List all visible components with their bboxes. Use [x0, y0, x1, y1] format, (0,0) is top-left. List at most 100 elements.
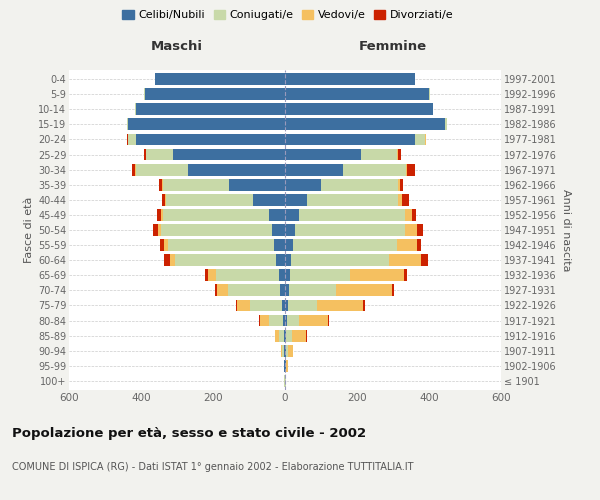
Bar: [285, 239, 293, 251]
Legend: Celibi/Nubili, Coniugati/e, Vedovi/e, Divorziati/e: Celibi/Nubili, Coniugati/e, Vedovi/e, Di…: [118, 6, 458, 25]
Bar: [132, 164, 135, 175]
Bar: [136, 164, 188, 175]
Bar: [421, 254, 428, 266]
Bar: [299, 314, 328, 326]
Bar: [285, 88, 429, 100]
Bar: [168, 239, 274, 251]
Bar: [287, 314, 299, 326]
Bar: [288, 345, 293, 356]
Bar: [282, 300, 285, 312]
Bar: [292, 254, 389, 266]
Bar: [275, 330, 278, 342]
Bar: [285, 270, 290, 281]
Bar: [328, 314, 329, 326]
Bar: [417, 239, 421, 251]
Bar: [336, 284, 392, 296]
Bar: [159, 179, 162, 190]
Bar: [205, 270, 208, 281]
Bar: [281, 345, 283, 356]
Bar: [295, 224, 405, 236]
Bar: [288, 300, 317, 312]
Bar: [136, 104, 285, 115]
Bar: [397, 148, 398, 160]
Bar: [155, 73, 285, 85]
Bar: [412, 209, 416, 221]
Bar: [160, 239, 164, 251]
Bar: [164, 239, 168, 251]
Bar: [407, 164, 415, 175]
Bar: [152, 224, 158, 236]
Bar: [164, 254, 170, 266]
Bar: [285, 104, 433, 115]
Bar: [389, 254, 421, 266]
Bar: [285, 284, 289, 296]
Bar: [283, 345, 284, 356]
Bar: [127, 134, 128, 145]
Bar: [398, 194, 402, 205]
Bar: [158, 224, 161, 236]
Bar: [215, 284, 217, 296]
Bar: [269, 209, 285, 221]
Bar: [260, 314, 269, 326]
Bar: [228, 284, 280, 296]
Bar: [286, 330, 292, 342]
Bar: [188, 164, 285, 175]
Bar: [285, 314, 287, 326]
Bar: [285, 330, 286, 342]
Bar: [350, 270, 404, 281]
Text: Popolazione per età, sesso e stato civile - 2002: Popolazione per età, sesso e stato civil…: [12, 428, 366, 440]
Bar: [445, 118, 447, 130]
Bar: [274, 239, 285, 251]
Bar: [285, 118, 445, 130]
Bar: [136, 134, 285, 145]
Bar: [135, 104, 136, 115]
Text: Femmine: Femmine: [359, 40, 427, 52]
Bar: [236, 300, 237, 312]
Bar: [272, 224, 285, 236]
Bar: [285, 194, 307, 205]
Bar: [253, 194, 285, 205]
Bar: [127, 118, 128, 130]
Text: Maschi: Maschi: [151, 40, 203, 52]
Bar: [229, 179, 285, 190]
Bar: [406, 164, 407, 175]
Bar: [237, 300, 250, 312]
Bar: [285, 148, 361, 160]
Bar: [161, 224, 272, 236]
Bar: [146, 148, 173, 160]
Bar: [208, 270, 215, 281]
Bar: [166, 194, 253, 205]
Bar: [161, 209, 163, 221]
Y-axis label: Anni di nascita: Anni di nascita: [561, 188, 571, 271]
Bar: [321, 179, 398, 190]
Bar: [405, 209, 412, 221]
Bar: [392, 284, 394, 296]
Bar: [170, 254, 175, 266]
Bar: [276, 254, 285, 266]
Bar: [292, 330, 306, 342]
Bar: [289, 284, 336, 296]
Bar: [293, 239, 397, 251]
Y-axis label: Fasce di età: Fasce di età: [23, 197, 34, 263]
Bar: [290, 270, 350, 281]
Bar: [285, 254, 292, 266]
Bar: [278, 270, 285, 281]
Bar: [215, 270, 278, 281]
Bar: [173, 148, 285, 160]
Bar: [175, 254, 276, 266]
Bar: [157, 209, 161, 221]
Bar: [285, 209, 299, 221]
Bar: [163, 209, 269, 221]
Bar: [343, 164, 406, 175]
Bar: [165, 194, 166, 205]
Bar: [285, 345, 286, 356]
Bar: [404, 270, 407, 281]
Bar: [145, 88, 285, 100]
Bar: [284, 345, 285, 356]
Bar: [286, 345, 288, 356]
Bar: [269, 314, 283, 326]
Bar: [286, 360, 287, 372]
Bar: [285, 179, 321, 190]
Bar: [162, 179, 163, 190]
Bar: [284, 330, 285, 342]
